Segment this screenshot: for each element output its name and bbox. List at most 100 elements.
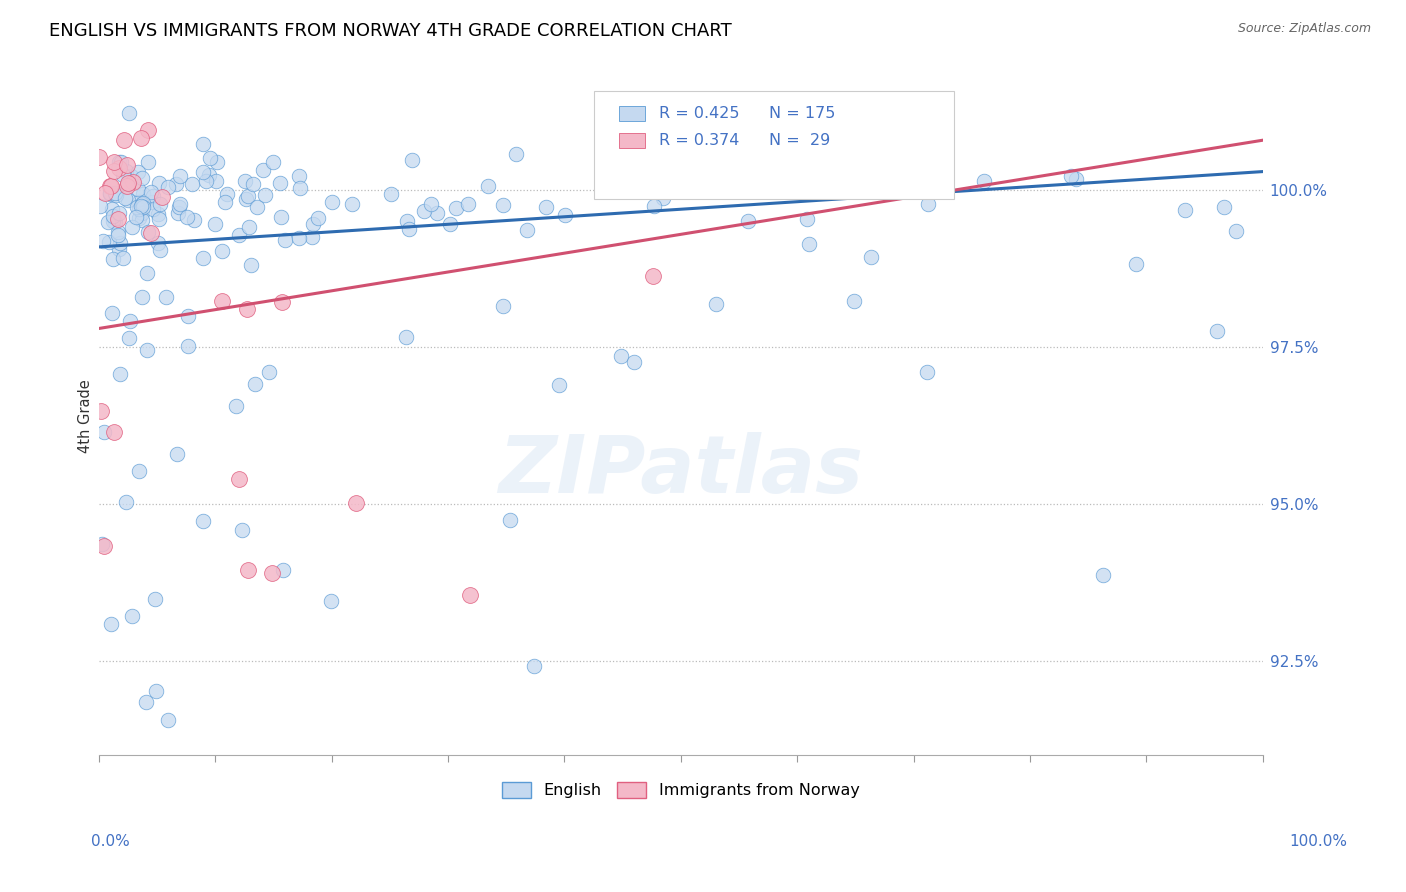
Point: [107, 225, 129, 239]
Point: [183, 213, 205, 227]
Point: [274, 233, 297, 247]
Point: [1060, 169, 1083, 183]
Point: [603, 174, 626, 188]
Point: [122, 175, 145, 189]
Point: [117, 177, 139, 191]
Point: [166, 177, 188, 191]
Point: [302, 218, 325, 232]
Point: [128, 464, 150, 478]
Point: [103, 154, 125, 169]
Text: ENGLISH VS IMMIGRANTS FROM NORWAY 4TH GRADE CORRELATION CHART: ENGLISH VS IMMIGRANTS FROM NORWAY 4TH GR…: [49, 22, 733, 40]
Point: [228, 227, 250, 242]
Point: [260, 566, 283, 581]
Point: [114, 191, 136, 205]
Point: [101, 202, 124, 216]
Point: [205, 155, 228, 169]
Point: [1174, 203, 1197, 218]
Point: [117, 193, 139, 207]
Point: [198, 151, 221, 165]
Point: [121, 219, 143, 234]
Point: [554, 209, 576, 223]
Point: [107, 227, 129, 242]
Point: [257, 365, 280, 379]
Point: [149, 196, 172, 211]
Point: [796, 211, 818, 226]
Point: [115, 178, 138, 193]
Point: [231, 523, 253, 537]
Point: [94, 186, 117, 200]
Point: [145, 684, 167, 698]
Point: [148, 176, 170, 190]
Point: [108, 161, 131, 175]
Point: [214, 194, 236, 209]
Point: [115, 495, 138, 509]
Point: [198, 168, 221, 182]
Point: [181, 177, 204, 191]
Point: [89, 199, 111, 213]
Point: [643, 199, 665, 213]
Point: [128, 211, 150, 226]
Point: [458, 588, 481, 602]
FancyBboxPatch shape: [593, 91, 955, 200]
Point: [748, 150, 770, 164]
Point: [169, 197, 191, 211]
Point: [111, 168, 134, 182]
Point: [117, 177, 139, 191]
Point: [254, 188, 277, 202]
Point: [1213, 200, 1236, 214]
Point: [100, 178, 122, 193]
Point: [204, 174, 226, 188]
Point: [973, 174, 995, 188]
Point: [246, 200, 269, 214]
Point: [136, 154, 159, 169]
Point: [105, 186, 128, 200]
Point: [91, 537, 114, 551]
Legend: English, Immigrants from Norway: English, Immigrants from Norway: [495, 776, 866, 805]
Point: [844, 293, 866, 308]
Text: 100.0%: 100.0%: [1289, 834, 1347, 849]
Point: [104, 186, 127, 200]
Point: [401, 153, 423, 167]
Point: [641, 268, 664, 283]
Point: [828, 169, 851, 183]
Point: [917, 197, 939, 211]
Point: [136, 123, 159, 137]
Point: [444, 201, 467, 215]
FancyBboxPatch shape: [619, 106, 645, 120]
Point: [129, 199, 152, 213]
Point: [270, 210, 292, 224]
Point: [193, 137, 215, 152]
Point: [1064, 172, 1087, 186]
Point: [120, 169, 142, 183]
Point: [288, 181, 311, 195]
Point: [110, 235, 132, 250]
Point: [271, 294, 294, 309]
Point: [166, 447, 188, 461]
Point: [523, 659, 546, 673]
Point: [156, 714, 179, 728]
Point: [704, 297, 727, 311]
Point: [143, 592, 166, 607]
Point: [492, 299, 515, 313]
Point: [516, 223, 538, 237]
Point: [93, 539, 115, 553]
Text: N =  29: N = 29: [769, 133, 831, 148]
Point: [118, 314, 141, 328]
Point: [97, 214, 120, 228]
Point: [548, 377, 571, 392]
Point: [107, 206, 129, 220]
Point: [101, 306, 124, 320]
Text: R = 0.425: R = 0.425: [658, 106, 740, 120]
Point: [114, 164, 136, 178]
Point: [104, 188, 127, 202]
Point: [287, 169, 309, 183]
Point: [148, 211, 170, 226]
Point: [191, 251, 214, 265]
Point: [204, 217, 226, 231]
Point: [169, 169, 191, 183]
Point: [412, 203, 434, 218]
Point: [89, 150, 111, 164]
Point: [211, 244, 233, 259]
Point: [536, 200, 558, 214]
Point: [457, 197, 479, 211]
